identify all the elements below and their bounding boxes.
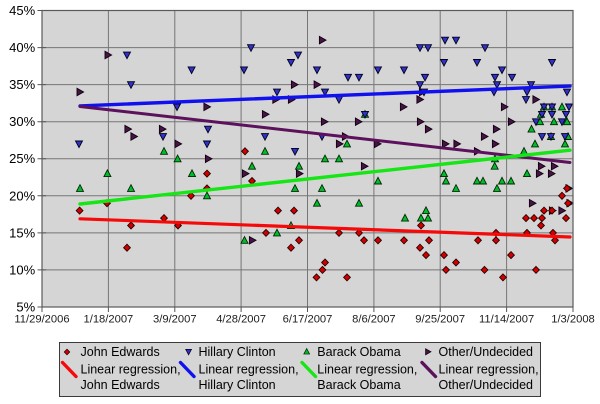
- svg-text:40%: 40%: [9, 40, 35, 55]
- svg-text:Linear regression,: Linear regression,: [439, 363, 539, 377]
- svg-text:10%: 10%: [9, 262, 35, 277]
- svg-text:Hillary Clinton: Hillary Clinton: [199, 378, 276, 392]
- svg-text:8/6/2007: 8/6/2007: [352, 314, 396, 326]
- svg-text:John Edwards: John Edwards: [81, 378, 160, 392]
- svg-text:11/14/2007: 11/14/2007: [479, 314, 534, 326]
- svg-text:6/17/2007: 6/17/2007: [283, 314, 333, 326]
- svg-text:John Edwards: John Edwards: [81, 345, 160, 359]
- svg-text:Linear regression,: Linear regression,: [199, 363, 299, 377]
- svg-text:30%: 30%: [9, 114, 35, 129]
- svg-text:4/28/2007: 4/28/2007: [216, 314, 266, 326]
- svg-text:Other/Undecided: Other/Undecided: [439, 345, 534, 359]
- svg-text:45%: 45%: [9, 3, 35, 18]
- svg-text:Barack Obama: Barack Obama: [317, 378, 400, 392]
- svg-text:3/9/2007: 3/9/2007: [153, 314, 197, 326]
- svg-text:Linear regression,: Linear regression,: [317, 363, 417, 377]
- svg-text:25%: 25%: [9, 151, 35, 166]
- svg-text:Linear regression,: Linear regression,: [81, 363, 181, 377]
- svg-text:Barack Obama: Barack Obama: [317, 345, 400, 359]
- svg-text:Other/Undecided: Other/Undecided: [439, 378, 534, 392]
- svg-text:1/3/2008: 1/3/2008: [551, 314, 595, 326]
- svg-text:15%: 15%: [9, 225, 35, 240]
- svg-text:9/25/2007: 9/25/2007: [415, 314, 465, 326]
- svg-text:35%: 35%: [9, 77, 35, 92]
- svg-text:20%: 20%: [9, 188, 35, 203]
- svg-text:5%: 5%: [16, 300, 35, 315]
- svg-text:1/18/2007: 1/18/2007: [84, 314, 134, 326]
- svg-text:11/29/2006: 11/29/2006: [14, 314, 69, 326]
- svg-text:Hillary Clinton: Hillary Clinton: [199, 345, 276, 359]
